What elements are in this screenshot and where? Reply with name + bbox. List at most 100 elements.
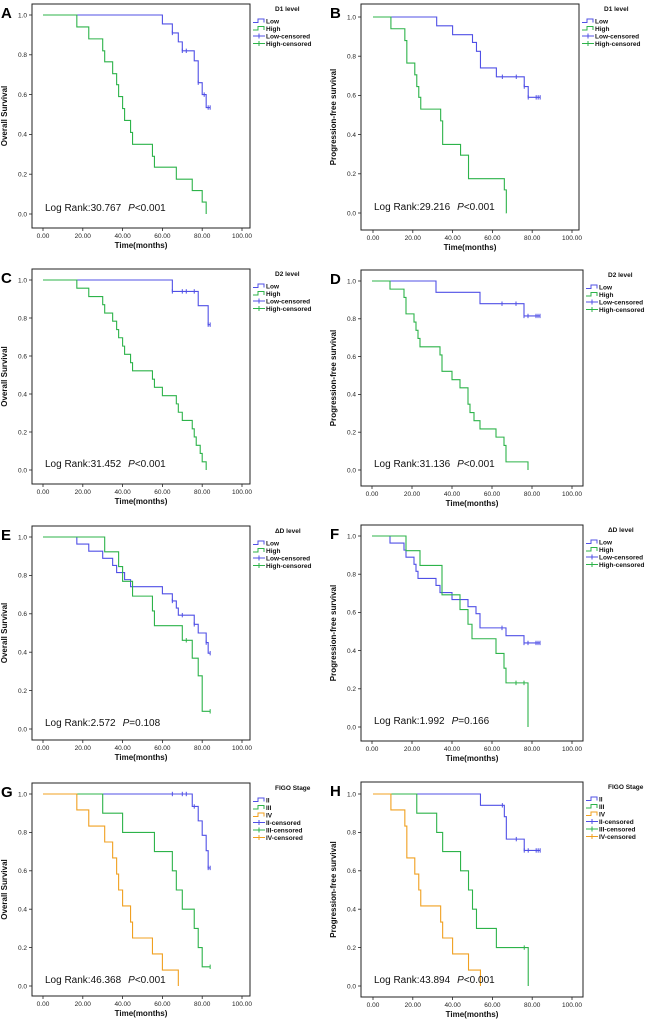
legend: FIGO StageIIIIIIVII-censoredIII-censored…: [586, 784, 644, 841]
panel-d: D 0.0 0.2 0.4 0.6 0.8 1.0 0.00 20.00 40.00 60.00 80…: [329, 269, 645, 508]
log-rank-annotation: Log Rank:29.216 P<0.001: [374, 202, 495, 213]
y-tick-label: 0.0: [347, 724, 356, 731]
legend-step-icon: [253, 283, 265, 288]
p-value: P: [123, 718, 130, 729]
km-curve-ii: [373, 793, 541, 851]
p-value: P: [452, 716, 459, 727]
km-curve-ii: [43, 793, 211, 869]
p-value-rest: <0.001: [464, 202, 495, 213]
legend-entry: High-censored: [595, 41, 641, 48]
legend-entry: III: [266, 805, 272, 812]
p-value-rest: =0.108: [129, 718, 160, 729]
legend-title: D1 level: [604, 6, 629, 13]
legend-entry: High-censored: [266, 563, 312, 570]
y-tick-label: 0.6: [18, 353, 27, 360]
y-tick-label: 0.4: [347, 907, 356, 914]
legend-entry: High-censored: [599, 307, 645, 314]
y-tick-label: 0.2: [347, 171, 356, 178]
x-tick-label: 0.00: [37, 1001, 50, 1008]
legend-step-icon: [586, 804, 598, 809]
y-tick-label: 0.0: [18, 726, 27, 733]
y-tick-label: 0.2: [347, 945, 356, 952]
legend-entry: Low-censored: [595, 33, 639, 40]
log-rank-annotation: Log Rank:1.992 P=0.166: [374, 716, 490, 727]
y-tick-label: 0.8: [18, 830, 27, 837]
y-tick-label: 0.2: [347, 430, 356, 437]
x-axis-label: Time(months): [115, 753, 168, 762]
plot-frame: [360, 3, 580, 231]
x-tick-label: 20.00: [75, 489, 92, 496]
y-tick-label: 0.4: [18, 132, 27, 139]
km-curve-high: [373, 16, 507, 214]
x-axis-label: Time(months): [115, 497, 168, 506]
legend-entry: Low-censored: [599, 554, 643, 561]
y-tick-label: 0.0: [18, 467, 27, 474]
legend-step-icon: [582, 26, 594, 31]
x-tick-label: 80.00: [524, 746, 541, 753]
y-tick-label: 0.2: [18, 688, 27, 695]
log-rank-annotation: Log Rank:2.572 P=0.108: [45, 718, 161, 729]
p-value: P: [128, 203, 135, 214]
x-tick-label: 0.00: [367, 235, 380, 242]
legend-step-icon: [582, 18, 594, 23]
y-tick-label: 0.4: [18, 650, 27, 657]
legend-entry: Low: [266, 540, 280, 547]
x-tick-label: 60.00: [484, 491, 501, 498]
y-tick-label: 0.6: [347, 610, 356, 617]
legend-entry: High-censored: [599, 562, 645, 569]
p-value-rest: <0.001: [464, 975, 495, 986]
x-tick-label: 0.00: [37, 745, 50, 752]
x-tick-label: 0.00: [37, 233, 50, 240]
p-value: P: [128, 459, 135, 470]
legend-entry: High: [266, 548, 280, 555]
legend-step-icon: [253, 291, 265, 296]
y-tick-label: 0.2: [18, 429, 27, 436]
y-tick-label: 0.4: [18, 391, 27, 398]
legend-entry: IV-censored: [266, 835, 303, 842]
legend-entry: II-censored: [599, 819, 634, 826]
legend-entry: Low-censored: [599, 299, 643, 306]
x-axis-label: Time(months): [444, 243, 497, 252]
p-value-rest: =0.166: [458, 716, 489, 727]
km-curve-low: [372, 280, 540, 317]
legend-title: ΔD level: [608, 527, 634, 534]
y-axis-label: Progression-free survival: [329, 330, 338, 426]
y-axis-label: Progression-free survival: [329, 585, 338, 681]
y-tick-label: 0.2: [347, 686, 356, 693]
panel-c: C 0.0 0.2 0.4 0.6 0.8 1.0 0.00 20.00 40.00 60.00 80…: [0, 268, 312, 506]
plot-frame: [31, 268, 251, 485]
legend-entry: Low-censored: [266, 555, 310, 562]
p-value: P: [457, 202, 464, 213]
x-tick-label: 80.00: [524, 491, 541, 498]
km-curve-iii: [373, 793, 529, 986]
x-tick-label: 60.00: [154, 745, 171, 752]
legend-entry: IV: [266, 812, 273, 819]
panel-e: E 0.0 0.2 0.4 0.6 0.8 1.0 0.00 20.00 40.00 60.00 80…: [0, 525, 312, 762]
y-axis-label: Overall Survival: [0, 603, 9, 663]
p-value: P: [457, 975, 464, 986]
legend-entry: III: [599, 804, 605, 811]
y-axis-label: Progression-free survival: [329, 841, 338, 937]
legend-entry: High: [595, 26, 609, 33]
legend-entry: High: [266, 291, 280, 298]
y-tick-label: 0.4: [347, 392, 356, 399]
x-tick-label: 100.00: [232, 233, 252, 240]
panel-letter: C: [1, 270, 12, 287]
y-tick-label: 1.0: [347, 791, 356, 798]
log-rank-annotation: Log Rank:31.452 P<0.001: [45, 459, 166, 470]
x-tick-label: 60.00: [154, 1001, 171, 1008]
x-tick-label: 40.00: [444, 235, 461, 242]
log-rank-value: Log Rank:31.452: [45, 459, 122, 470]
y-tick-label: 0.2: [18, 172, 27, 179]
x-tick-label: 40.00: [114, 1001, 131, 1008]
log-rank-annotation: Log Rank:43.894 P<0.001: [374, 975, 495, 986]
y-tick-label: 1.0: [18, 791, 27, 798]
y-tick-label: 0.0: [347, 467, 356, 474]
x-tick-label: 20.00: [405, 1002, 422, 1009]
legend-step-icon: [586, 796, 598, 801]
x-tick-label: 60.00: [484, 235, 501, 242]
legend-step-icon: [586, 811, 598, 816]
km-curve-iii: [43, 793, 211, 968]
